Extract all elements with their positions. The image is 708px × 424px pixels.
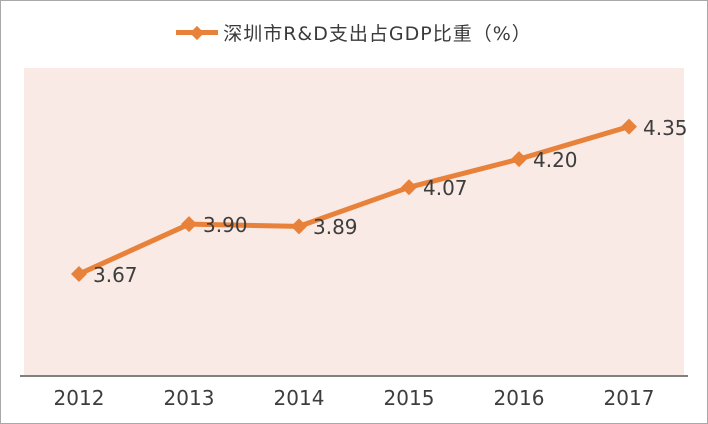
data-label: 3.67	[93, 263, 138, 288]
data-label: 3.90	[203, 213, 248, 238]
x-axis-tick-label: 2015	[383, 386, 435, 410]
data-label: 4.20	[533, 148, 578, 173]
line-series	[71, 118, 637, 283]
x-axis-tick-label: 2017	[603, 386, 655, 410]
diamond-marker-icon	[181, 216, 197, 233]
legend-label: 深圳市R&D支出占GDP比重（%）	[223, 23, 532, 45]
legend-line-diamond-icon	[176, 25, 219, 40]
diamond-marker-icon	[621, 118, 637, 135]
legend: 深圳市R&D支出占GDP比重（%）	[1, 19, 707, 46]
x-axis-tick-label: 2013	[163, 386, 215, 410]
diamond-marker-icon	[291, 218, 307, 235]
series-line	[76, 124, 632, 277]
x-axis-tick-labels: 2012 2013 2014 2015 2016 2017	[24, 386, 684, 416]
diamond-marker-icon	[401, 179, 417, 196]
data-label: 4.35	[643, 115, 688, 140]
diamond-marker-icon	[511, 151, 527, 168]
data-label: 3.89	[313, 215, 358, 240]
x-axis-line	[20, 375, 688, 377]
diamond-marker-icon	[71, 266, 87, 283]
plot-area: 3.67 3.90 3.89 4.07 4.20 4.35	[24, 68, 688, 376]
x-axis-tick-label: 2016	[493, 386, 545, 410]
x-axis-tick-label: 2012	[53, 386, 105, 410]
data-label: 4.07	[423, 176, 468, 201]
diamond-icon	[190, 25, 205, 40]
x-axis-tick-label: 2014	[273, 386, 325, 410]
